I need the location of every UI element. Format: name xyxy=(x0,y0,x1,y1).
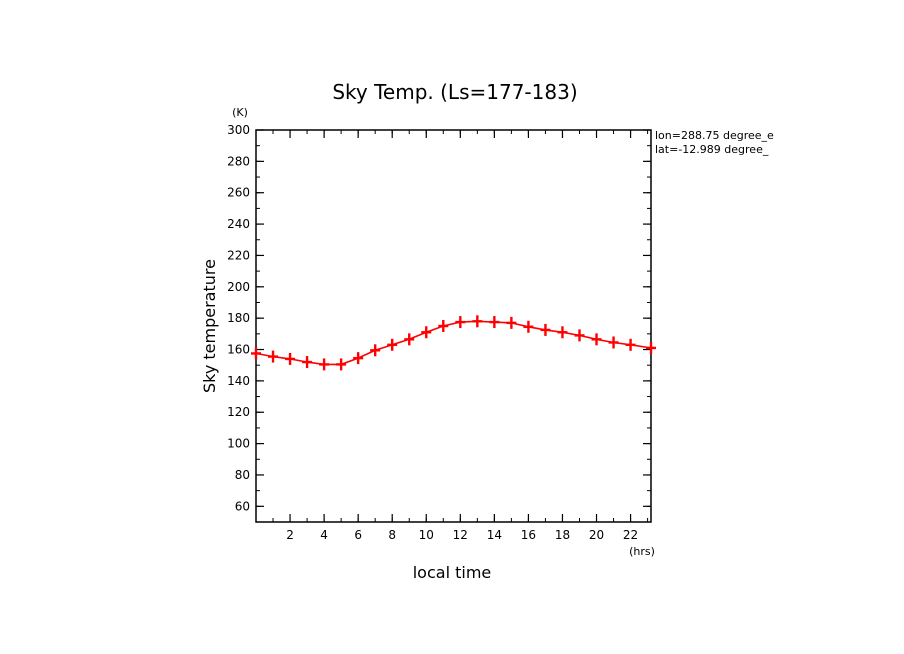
data-point-marker xyxy=(646,341,656,354)
x-tick-label: 10 xyxy=(419,528,434,542)
data-point-marker xyxy=(251,347,261,360)
data-point-marker xyxy=(285,352,296,365)
x-tick-label: 18 xyxy=(555,528,570,542)
data-point-marker xyxy=(523,320,534,333)
chart-title: Sky Temp. (Ls=177-183) xyxy=(332,80,577,104)
y-tick-label: 180 xyxy=(227,311,250,325)
series-line xyxy=(255,320,652,366)
y-tick-label: 240 xyxy=(227,217,250,231)
data-point-marker xyxy=(268,350,279,363)
data-point-marker xyxy=(540,323,551,336)
y-tick-label: 220 xyxy=(227,248,250,262)
data-point-marker xyxy=(506,316,517,329)
plot-frame xyxy=(255,129,652,523)
y-tick-label: 200 xyxy=(227,280,250,294)
y-unit-label: (K) xyxy=(232,106,248,119)
data-point-marker xyxy=(625,338,636,351)
data-point-marker xyxy=(455,316,466,329)
x-tick-label: 12 xyxy=(453,528,468,542)
x-tick-label: 22 xyxy=(623,528,638,542)
x-tick-label: 16 xyxy=(521,528,536,542)
data-point-marker xyxy=(302,356,313,369)
data-point-marker xyxy=(489,316,500,329)
annotation-lon: lon=288.75 degree_e xyxy=(655,129,774,142)
x-tick-label: 4 xyxy=(320,528,328,542)
y-tick-label: 140 xyxy=(227,374,250,388)
y-tick-label: 60 xyxy=(235,499,250,513)
data-point-marker xyxy=(319,358,330,371)
x-tick-label: 8 xyxy=(388,528,396,542)
data-point-marker xyxy=(370,344,381,357)
data-point-marker xyxy=(336,358,347,371)
x-axis-label: local time xyxy=(413,563,492,582)
y-tick-label: 160 xyxy=(227,343,250,357)
data-point-marker xyxy=(353,352,364,365)
data-point-marker xyxy=(387,338,398,351)
data-point-marker xyxy=(591,333,602,346)
y-tick-label: 80 xyxy=(235,468,250,482)
x-unit-label: (hrs) xyxy=(629,545,655,558)
data-point-marker xyxy=(472,315,483,328)
data-point-marker xyxy=(557,326,568,339)
y-tick-label: 300 xyxy=(227,123,250,137)
x-tick-label: 20 xyxy=(589,528,604,542)
data-point-marker xyxy=(608,336,619,349)
y-tick-label: 260 xyxy=(227,186,250,200)
data-point-marker xyxy=(574,329,585,342)
y-axis-label: Sky temperature xyxy=(200,259,219,393)
x-tick-label: 2 xyxy=(286,528,294,542)
data-point-marker xyxy=(438,320,449,332)
y-tick-label: 100 xyxy=(227,437,250,451)
y-tick-label: 280 xyxy=(227,154,250,168)
annotation-clip-mask xyxy=(780,125,904,165)
x-tick-label: 14 xyxy=(487,528,502,542)
y-tick-label: 120 xyxy=(227,405,250,419)
x-tick-label: 6 xyxy=(354,528,362,542)
data-point-marker xyxy=(404,333,415,346)
data-point-marker xyxy=(421,326,432,339)
annotation-lat: lat=-12.989 degree_ xyxy=(655,143,769,156)
